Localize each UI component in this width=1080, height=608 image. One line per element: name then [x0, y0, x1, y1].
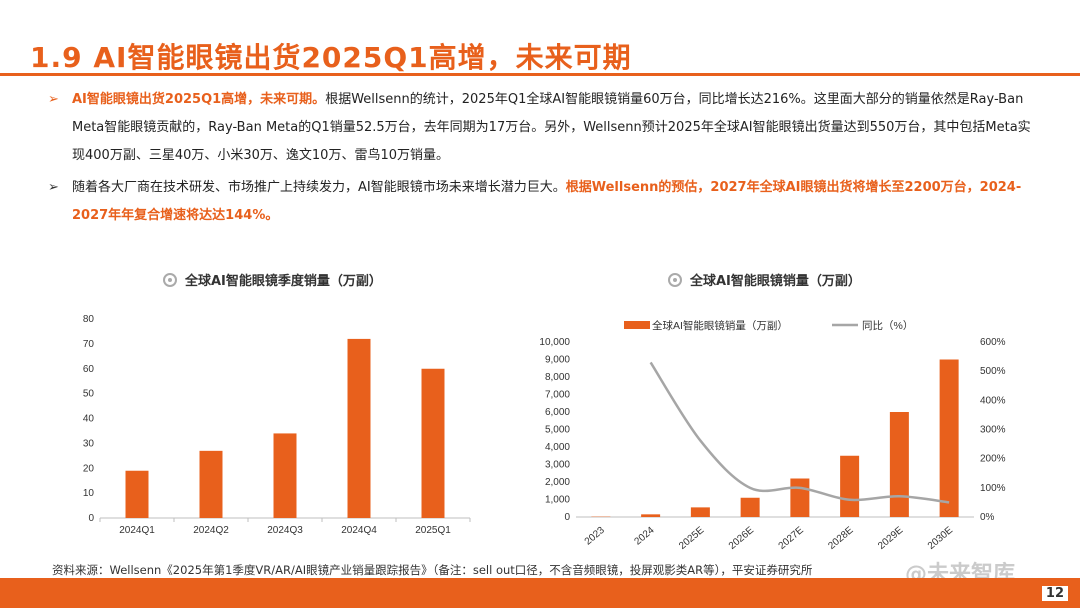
x-tick-label: 2024Q3	[267, 525, 303, 536]
x-tick-label: 2024Q2	[193, 525, 229, 536]
bullet-highlight: 根据Wellsenn的预估，2027年全球AI眼镜出货将增长至2200万台，20…	[72, 180, 1022, 223]
x-tick-label: 2030E	[926, 525, 955, 552]
bar	[273, 433, 297, 518]
x-tick-label: 2029E	[876, 525, 905, 552]
bar	[840, 455, 860, 517]
y-left-tick-label: 7,000	[545, 390, 570, 401]
bar	[939, 359, 959, 517]
bar	[199, 450, 223, 518]
chart2-title-text: 全球AI智能眼镜销量（万副）	[690, 274, 861, 289]
y-tick-label: 30	[83, 438, 95, 449]
bar	[421, 368, 445, 518]
chart2-title: 全球AI智能眼镜销量（万副）	[668, 270, 861, 289]
legend-bar-swatch	[624, 321, 650, 329]
bullet-item: ➢ AI智能眼镜出货2025Q1高增，未来可期。根据Wellsenn的统计，20…	[48, 86, 1038, 170]
bullet-text: 根据Wellsenn的统计，2025年Q1全球AI智能眼镜销量60万台，同比增长…	[72, 92, 1031, 163]
x-tick-label: 2024Q4	[341, 525, 377, 536]
slide-title: 1.9 AI智能眼镜出货2025Q1高增，未来可期	[30, 41, 632, 74]
x-tick-label: 2023	[583, 525, 607, 548]
page-number: 12	[1041, 586, 1068, 601]
y-right-tick-label: 600%	[980, 337, 1006, 348]
y-tick-label: 50	[83, 389, 95, 400]
bar	[790, 478, 810, 517]
y-left-tick-label: 10,000	[539, 337, 570, 348]
x-tick-label: 2027E	[777, 525, 806, 552]
bullet-text: 随着各大厂商在技术研发、市场推广上持续发力，AI智能眼镜市场未来增长潜力巨大。	[72, 180, 566, 195]
bar	[125, 470, 149, 518]
arrow-right-icon: ➢	[48, 92, 59, 107]
bullet-item: ➢ 随着各大厂商在技术研发、市场推广上持续发力，AI智能眼镜市场未来增长潜力巨大…	[48, 174, 1038, 230]
y-left-tick-label: 3,000	[545, 460, 570, 471]
bar	[740, 497, 760, 517]
y-right-tick-label: 200%	[980, 454, 1006, 465]
y-left-tick-label: 0	[564, 512, 570, 523]
footer-bar	[0, 578, 1080, 608]
y-tick-label: 70	[83, 339, 95, 350]
chart1-title-text: 全球AI智能眼镜季度销量（万副）	[185, 274, 382, 289]
x-tick-label: 2026E	[727, 525, 756, 552]
y-right-tick-label: 0%	[980, 512, 995, 523]
yoy-line	[649, 361, 950, 504]
arrow-right-icon: ➢	[48, 180, 59, 195]
x-tick-label: 2025Q1	[415, 525, 451, 536]
y-left-tick-label: 6,000	[545, 407, 570, 418]
x-tick-label: 2025E	[677, 525, 706, 552]
chart1-title: 全球AI智能眼镜季度销量（万副）	[163, 270, 382, 289]
y-tick-label: 40	[83, 414, 95, 425]
x-tick-label: 2028E	[826, 525, 855, 552]
annual-sales-chart: 0 1,000 2,000 3,000 4,000 5,000 6,000 7,000 8,00…	[539, 319, 1005, 552]
y-left-tick-label: 5,000	[545, 425, 570, 436]
x-tick-label: 2024	[632, 525, 656, 548]
y-right-tick-label: 400%	[980, 395, 1006, 406]
y-left-tick-label: 2,000	[545, 477, 570, 488]
circle-bullet-icon	[163, 273, 177, 287]
title-divider	[0, 73, 1080, 76]
y-tick-label: 20	[83, 463, 95, 474]
y-tick-label: 10	[83, 488, 95, 499]
y-left-tick-label: 8,000	[545, 372, 570, 383]
bar	[641, 514, 661, 517]
y-left-tick-label: 9,000	[545, 355, 570, 366]
x-tick-label: 2024Q1	[119, 525, 155, 536]
legend-bar-label: 全球AI智能眼镜销量（万副）	[652, 319, 788, 332]
y-right-tick-label: 300%	[980, 425, 1006, 436]
y-left-tick-label: 1,000	[545, 495, 570, 506]
bar	[690, 507, 710, 517]
bar	[347, 338, 371, 518]
y-tick-label: 60	[83, 364, 95, 375]
y-tick-label: 80	[83, 314, 95, 325]
bullet-list: ➢ AI智能眼镜出货2025Q1高增，未来可期。根据Wellsenn的统计，20…	[48, 86, 1038, 234]
y-left-tick-label: 4,000	[545, 442, 570, 453]
quarterly-sales-chart: 0 10 20 30 40 50 60 70 80 2024Q1 2024Q2 2024Q3 2024Q…	[83, 314, 471, 536]
legend-line-label: 同比（%）	[862, 319, 913, 332]
circle-bullet-icon	[668, 273, 682, 287]
source-note: 资料来源：Wellsenn《2025年第1季度VR/AR/AI眼镜产业销量跟踪报…	[52, 563, 813, 577]
y-right-tick-label: 500%	[980, 366, 1006, 377]
bar	[889, 412, 909, 517]
y-right-tick-label: 100%	[980, 483, 1006, 494]
bullet-highlight: AI智能眼镜出货2025Q1高增，未来可期。	[72, 92, 326, 107]
y-tick-label: 0	[88, 513, 94, 524]
